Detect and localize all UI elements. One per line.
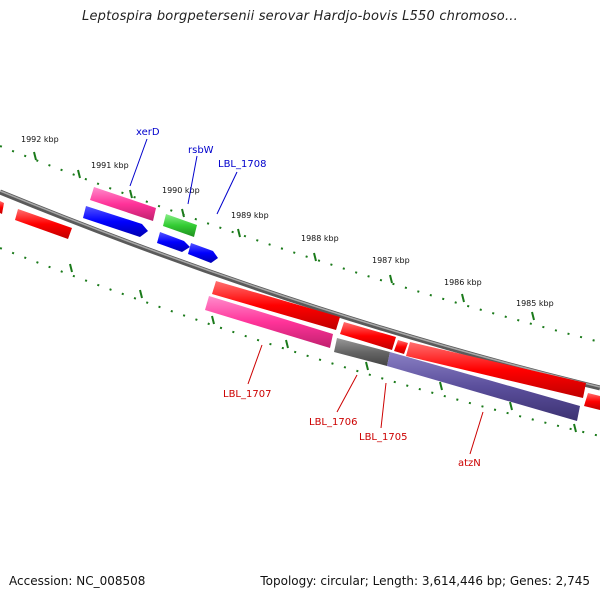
outer-major-ticks: [33, 151, 535, 321]
genome-summary-text: Topology: circular; Length: 3,614,446 bp…: [260, 574, 590, 588]
gene-label: LBL_1706: [309, 417, 357, 428]
kbp-labels: 1992 kbp 1991 kbp 1990 kbp 1989 kbp 1988…: [21, 135, 554, 308]
kbp-label: 1989 kbp: [231, 211, 269, 220]
kbp-label: 1992 kbp: [21, 135, 59, 144]
kbp-label: 1986 kbp: [444, 278, 482, 287]
gene-label: LBL_1707: [223, 389, 271, 400]
leader-lines-bottom: [247, 344, 484, 455]
chromosome-backbone: [0, 189, 600, 391]
gene-feature: [387, 352, 580, 421]
gene-feature: [157, 232, 190, 252]
map-title: Leptospira borgpetersenii serovar Hardjo…: [82, 9, 518, 24]
accession-text: Accession: NC_008508: [9, 574, 146, 588]
gene-feature: [0, 201, 4, 214]
gene-feature: [15, 209, 72, 239]
gene-labels-top: xerD rsbW LBL_1708: [136, 127, 266, 170]
leader-lines-top: [129, 138, 238, 215]
gene-feature: [205, 296, 333, 348]
gene-features-forward: [0, 187, 600, 410]
kbp-label: 1985 kbp: [516, 299, 554, 308]
gene-label: LBL_1705: [359, 432, 407, 443]
scale-track-inner: [0, 247, 600, 437]
kbp-label: 1991 kbp: [91, 161, 129, 170]
gene-feature: [406, 342, 586, 398]
inner-major-ticks: [69, 263, 577, 433]
gene-labels-bottom: LBL_1707 LBL_1706 LBL_1705 atzN: [223, 389, 481, 469]
gene-label: LBL_1708: [218, 159, 266, 170]
gene-feature: [394, 340, 408, 354]
kbp-label: 1990 kbp: [162, 186, 200, 195]
kbp-label: 1988 kbp: [301, 234, 339, 243]
gene-label: xerD: [136, 127, 160, 138]
gene-feature: [163, 214, 197, 237]
gene-feature: [90, 187, 156, 221]
gene-feature: [83, 206, 148, 237]
gene-feature: [188, 243, 218, 263]
gene-feature: [212, 281, 340, 330]
gene-label: atzN: [458, 458, 481, 469]
gene-feature: [584, 393, 600, 410]
gene-label: rsbW: [188, 145, 214, 156]
gene-features-reverse: [83, 206, 580, 421]
kbp-label: 1987 kbp: [372, 256, 410, 265]
gene-feature: [334, 338, 390, 366]
gene-feature: [340, 322, 396, 350]
